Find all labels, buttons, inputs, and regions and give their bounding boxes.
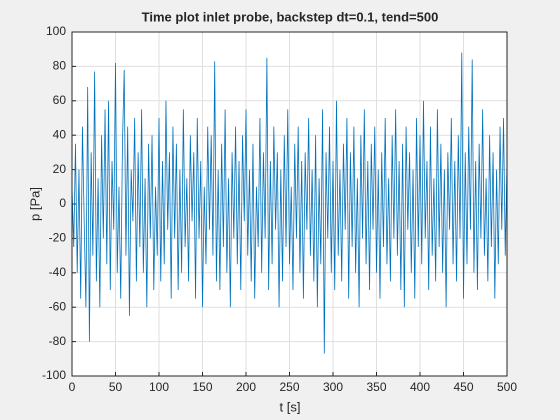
data-line <box>71 52 508 354</box>
x-axis-label: t [s] <box>280 399 301 414</box>
y-axis-label: p [Pa] <box>27 187 42 221</box>
y-tick-label: -60 <box>49 299 67 313</box>
x-tick-label: 50 <box>109 380 123 394</box>
y-tick-label: 100 <box>46 24 66 38</box>
x-tick-label: 450 <box>453 380 473 394</box>
y-tick-label: 20 <box>53 162 67 176</box>
x-tick-label: 150 <box>192 380 212 394</box>
y-tick-label: 60 <box>53 93 67 107</box>
y-tick-label: 0 <box>59 196 66 210</box>
y-tick-label: -40 <box>49 265 67 279</box>
axes-box <box>71 31 508 377</box>
x-tick-label: 0 <box>69 380 76 394</box>
y-tick-label: -80 <box>49 334 67 348</box>
x-tick-label: 350 <box>366 380 386 394</box>
x-tick-label: 100 <box>149 380 169 394</box>
x-tick-label: 400 <box>410 380 430 394</box>
y-tick-label: 40 <box>53 127 67 141</box>
x-tick-label: 500 <box>497 380 517 394</box>
y-tick-label: 80 <box>53 59 67 73</box>
x-tick-label: 200 <box>236 380 256 394</box>
y-tick-label: -20 <box>49 231 67 245</box>
x-tick-label: 300 <box>323 380 343 394</box>
chart-title: Time plot inlet probe, backstep dt=0.1, … <box>142 9 439 24</box>
x-tick-label: 250 <box>279 380 299 394</box>
y-tick-label: -100 <box>42 368 66 382</box>
